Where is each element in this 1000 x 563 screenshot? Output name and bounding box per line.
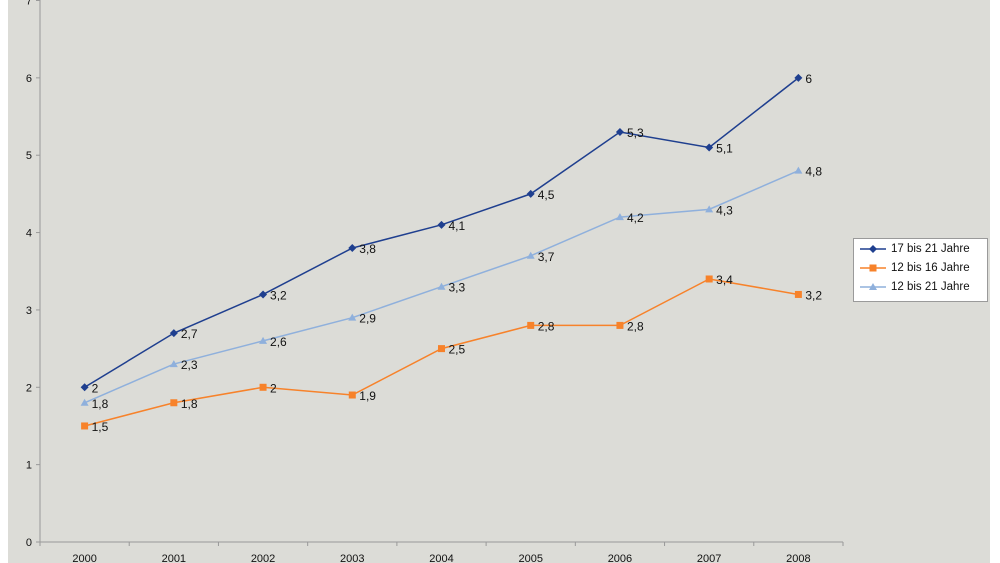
data-label: 4,2 [627, 211, 644, 225]
data-point [526, 189, 535, 198]
data-point [348, 313, 357, 321]
data-point [80, 383, 89, 392]
legend: 17 bis 21 Jahre 12 bis 16 Jahre 12 bis 21 … [853, 238, 988, 302]
y-tick-label: 4 [26, 228, 32, 240]
data-point [615, 213, 624, 221]
legend-item: 12 bis 21 Jahre [854, 277, 987, 296]
data-point [169, 360, 178, 368]
data-point [705, 143, 714, 152]
x-tick-label: 2004 [429, 553, 453, 563]
data-point [169, 329, 178, 338]
data-point [527, 321, 535, 329]
data-point [81, 422, 89, 430]
data-label: 1,8 [181, 397, 198, 411]
square-marker-icon [869, 264, 877, 271]
data-label: 2,6 [270, 335, 287, 349]
y-tick-label: 3 [26, 305, 32, 317]
data-point [437, 220, 446, 229]
data-point [170, 399, 178, 407]
data-label: 2,5 [449, 343, 466, 357]
legend-triangle-icon [860, 282, 886, 290]
y-tick-label: 1 [26, 460, 32, 472]
data-label: 3,7 [538, 250, 555, 264]
data-point [705, 205, 714, 213]
chart-background [8, 0, 990, 563]
data-label: 3,2 [805, 288, 822, 302]
legend-label: 12 bis 16 Jahre [891, 261, 970, 274]
data-point [259, 290, 268, 299]
data-point [794, 73, 803, 82]
x-tick-label: 2001 [162, 553, 186, 563]
x-tick-label: 2005 [518, 553, 542, 563]
x-tick-label: 2000 [72, 553, 96, 563]
data-label: 1,8 [92, 397, 109, 411]
y-tick-label: 5 [26, 150, 32, 162]
data-point [705, 275, 713, 283]
y-tick-label: 7 [26, 0, 32, 8]
x-tick-label: 2002 [251, 553, 275, 563]
data-label: 2,3 [181, 358, 198, 372]
data-point [259, 336, 268, 344]
data-label: 4,3 [716, 203, 733, 217]
data-label: 3,4 [716, 273, 733, 287]
data-point [348, 244, 357, 253]
x-tick-label: 2003 [340, 553, 364, 563]
series-12-bis-16-jahre: 1,5 1,8 2 1,9 2,5 2,8 2,8 3,4 3,2 [81, 273, 822, 434]
series-12-bis-21-jahre: 1,8 2,3 2,6 2,9 3,3 3,7 4,2 4,3 4,8 [80, 165, 822, 411]
data-label: 2 [270, 381, 277, 395]
data-point [794, 166, 803, 174]
x-tick-label: 2007 [697, 553, 721, 563]
series-17-bis-21-jahre: 2 2,7 3,2 3,8 4,1 4,5 5,3 5,1 6 [80, 72, 812, 395]
data-label: 2,7 [181, 327, 198, 341]
data-point [616, 321, 624, 329]
y-tick-label: 2 [26, 382, 32, 394]
data-label: 4,1 [449, 219, 466, 233]
data-label: 5,3 [627, 126, 644, 140]
data-point [526, 251, 535, 259]
legend-label: 17 bis 21 Jahre [891, 242, 970, 255]
data-label: 2,9 [359, 312, 376, 326]
legend-item: 12 bis 16 Jahre [854, 258, 987, 277]
y-tick-label: 0 [26, 537, 32, 549]
triangle-marker-icon [869, 282, 877, 290]
legend-diamond-icon [860, 244, 886, 253]
data-label: 1,5 [92, 420, 109, 434]
data-label: 2,8 [538, 319, 555, 333]
legend-square-icon [860, 264, 886, 271]
data-label: 3,2 [270, 288, 287, 302]
data-label: 5,1 [716, 141, 733, 155]
data-label: 4,8 [805, 165, 822, 179]
data-label: 3,3 [449, 281, 466, 295]
x-tick-label: 2008 [786, 553, 810, 563]
data-point [438, 345, 445, 353]
legend-label: 12 bis 21 Jahre [891, 280, 970, 293]
data-label: 3,8 [359, 242, 376, 256]
data-label: 1,9 [359, 389, 376, 403]
data-point [80, 398, 89, 406]
legend-item: 17 bis 21 Jahre [854, 239, 987, 258]
data-point [259, 383, 267, 391]
data-point [437, 282, 446, 290]
data-label: 4,5 [538, 188, 555, 202]
x-tick-label: 2006 [608, 553, 632, 563]
data-point [348, 391, 356, 399]
data-point [794, 290, 802, 298]
y-tick-label: 6 [26, 73, 32, 85]
data-label: 2 [92, 381, 99, 395]
diamond-marker-icon [869, 244, 877, 253]
data-point [615, 128, 624, 137]
data-label: 2,8 [627, 319, 644, 333]
data-label: 6 [805, 72, 812, 86]
